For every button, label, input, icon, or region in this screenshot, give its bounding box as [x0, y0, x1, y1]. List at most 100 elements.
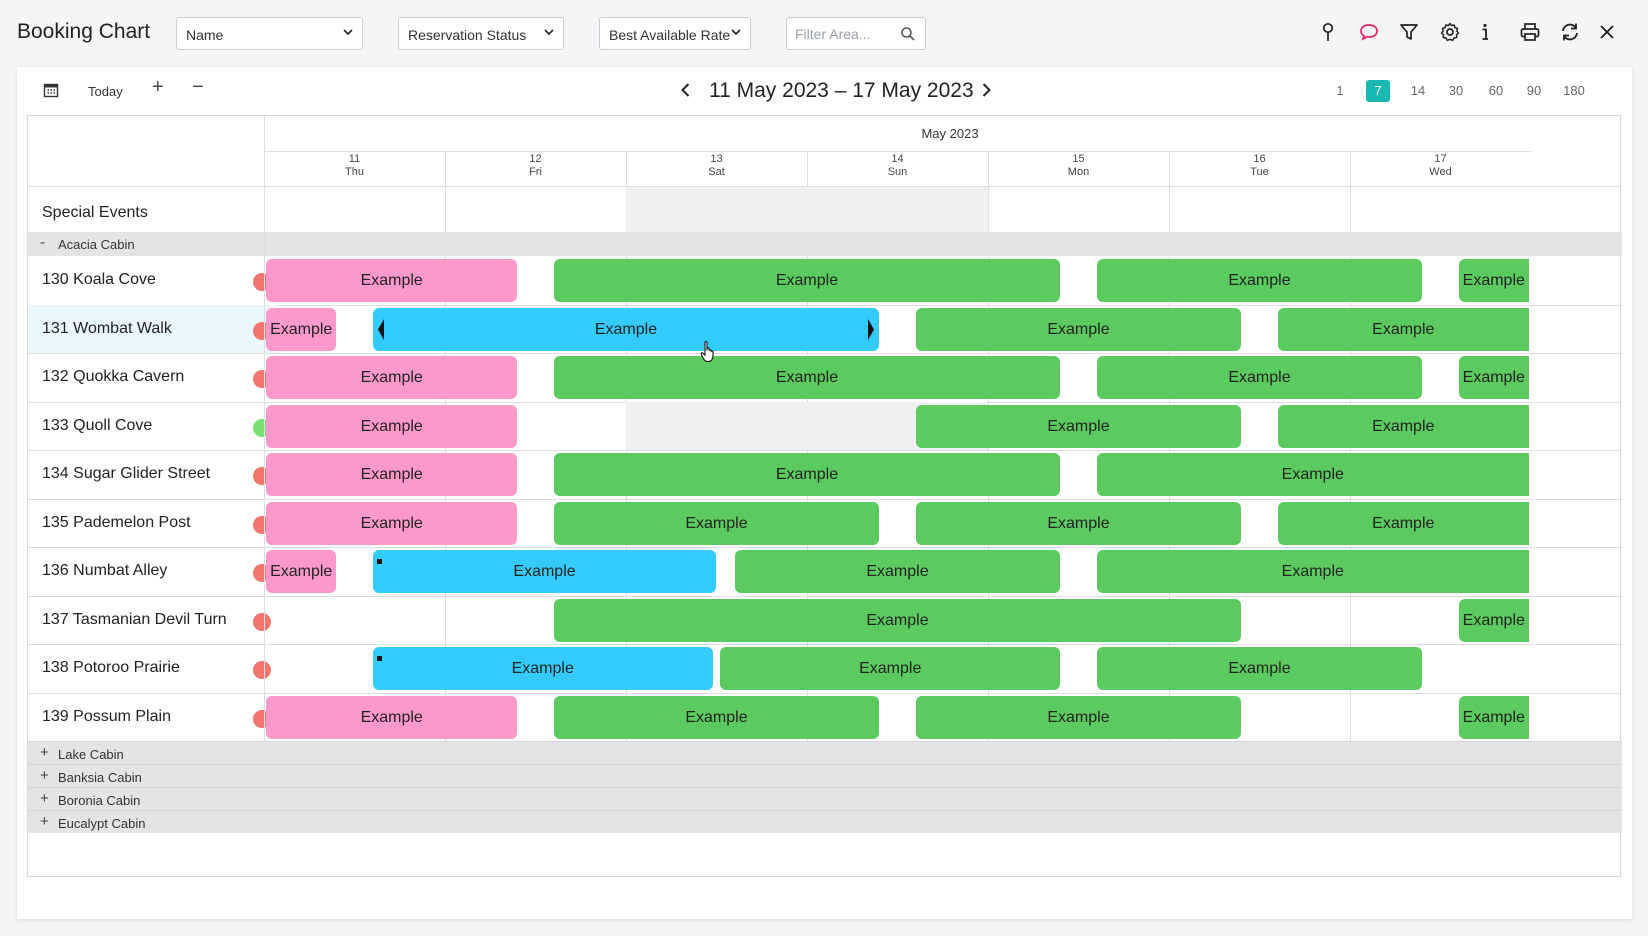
group-name: Banksia Cabin	[58, 770, 142, 785]
expand-toggle[interactable]: +	[40, 813, 49, 830]
gear-icon[interactable]	[1438, 20, 1462, 44]
expand-toggle[interactable]: +	[40, 744, 49, 761]
today-button[interactable]: Today	[88, 84, 123, 99]
booking-block[interactable]: Example	[915, 501, 1242, 545]
booking-block[interactable]: Example	[1458, 695, 1529, 739]
room-name: 138 Potoroo Prairie	[42, 659, 180, 676]
booking-block[interactable]: Example	[1277, 404, 1529, 448]
booking-block[interactable]: Example	[553, 598, 1242, 642]
day-option-1[interactable]: 1	[1336, 83, 1344, 98]
booking-label: Example	[1372, 320, 1435, 338]
booking-block[interactable]: Example	[720, 647, 1061, 690]
zoom-in-button[interactable]: +	[152, 76, 164, 98]
group-boronia-cabin[interactable]: + Boronia Cabin	[28, 787, 1622, 810]
room-name: 136 Numbat Alley	[42, 562, 168, 579]
booking-label: Example	[866, 611, 929, 629]
expand-toggle[interactable]: +	[40, 790, 49, 807]
chat-icon[interactable]	[1357, 20, 1381, 44]
booking-block[interactable]: Example	[1458, 356, 1529, 399]
name-select[interactable]: Name	[176, 17, 363, 50]
zoom-out-button[interactable]: −	[192, 76, 204, 98]
day-option-30[interactable]: 30	[1448, 83, 1464, 98]
filter-icon[interactable]	[1397, 20, 1421, 44]
booking-label: Example	[685, 708, 748, 726]
booking-block[interactable]: Example	[915, 404, 1242, 448]
booking-block[interactable]: Example	[1458, 259, 1529, 302]
room-label-cell[interactable]: 137 Tasmanian Devil Turn	[28, 596, 276, 645]
month-label: May 2023	[921, 126, 979, 141]
day-option-14[interactable]: 14	[1410, 83, 1426, 98]
booking-block[interactable]: Example	[553, 501, 880, 545]
booking-block[interactable]: Example	[553, 356, 1061, 399]
reservation-status-select[interactable]: Reservation Status	[398, 17, 564, 50]
booking-block[interactable]: Example	[1096, 453, 1529, 496]
room-label-cell[interactable]: 134 Sugar Glider Street	[28, 450, 276, 499]
booking-label: Example	[1281, 563, 1344, 580]
weekend-shade	[807, 186, 988, 232]
booking-block[interactable]: Example	[1458, 598, 1529, 642]
room-label-cell[interactable]: 136 Numbat Alley	[28, 547, 276, 596]
expand-toggle[interactable]: +	[40, 767, 49, 784]
day-option-180[interactable]: 180	[1563, 83, 1585, 98]
room-label-cell[interactable]: 133 Quoll Cove	[28, 402, 276, 451]
booking-block[interactable]: Example	[915, 307, 1242, 351]
booking-block[interactable]: Example	[1096, 550, 1529, 593]
day-option-90[interactable]: 90	[1526, 83, 1542, 98]
close-icon[interactable]	[1595, 20, 1619, 44]
room-label-cell[interactable]: 130 Koala Cove	[28, 256, 276, 305]
room-label-cell[interactable]: 131 Wombat Walk	[28, 304, 276, 353]
rate-select[interactable]: Best Available Rate	[599, 17, 751, 50]
booking-block[interactable]: Example	[266, 404, 518, 448]
booking-block[interactable]: Example	[372, 647, 713, 690]
booking-block[interactable]: Example	[266, 307, 337, 351]
print-icon[interactable]	[1518, 20, 1542, 44]
room-label-cell[interactable]: 132 Quokka Cavern	[28, 353, 276, 402]
pin-icon[interactable]	[1316, 20, 1340, 44]
refresh-icon[interactable]	[1558, 20, 1582, 44]
booking-block[interactable]: Example	[1277, 501, 1529, 545]
booking-block[interactable]: Example	[915, 695, 1242, 739]
booking-block[interactable]: Example	[553, 453, 1061, 496]
collapse-toggle[interactable]: -	[40, 234, 45, 251]
room-label-cell[interactable]: 135 Pademelon Post	[28, 499, 276, 548]
group-lake-cabin[interactable]: + Lake Cabin	[28, 741, 1622, 764]
booking-block[interactable]: Example	[266, 259, 518, 302]
group-eucalypt-cabin[interactable]: + Eucalypt Cabin	[28, 810, 1622, 833]
day-header: 13 Sat	[622, 153, 812, 179]
resize-left-handle-icon[interactable]	[377, 318, 385, 341]
chevron-right-icon[interactable]	[977, 81, 995, 99]
info-icon[interactable]	[1473, 20, 1497, 44]
booking-block[interactable]: Example	[372, 550, 717, 593]
room-label-cell[interactable]: 139 Possum Plain	[28, 693, 276, 742]
search-icon[interactable]	[900, 26, 916, 42]
booking-block[interactable]: Example	[266, 550, 337, 593]
booking-label: Example	[1462, 611, 1525, 629]
day-option-60[interactable]: 60	[1488, 83, 1504, 98]
row-divider	[28, 304, 1622, 306]
booking-block[interactable]: Example	[1096, 647, 1423, 690]
booking-block[interactable]: Example	[266, 453, 518, 496]
booking-block[interactable]: Example	[553, 695, 880, 739]
day-option-7[interactable]: 7	[1366, 80, 1390, 102]
chevron-down-icon	[544, 29, 554, 36]
booking-label: Example	[1372, 514, 1435, 532]
booking-label: Example	[360, 369, 423, 386]
group-acacia-cabin[interactable]: - Acacia Cabin	[28, 232, 1622, 256]
room-label-cell[interactable]: 138 Potoroo Prairie	[28, 644, 276, 693]
filter-area-input[interactable]	[793, 24, 893, 44]
booking-block[interactable]: Example	[266, 501, 518, 545]
group-banksia-cabin[interactable]: + Banksia Cabin	[28, 764, 1622, 787]
booking-block[interactable]: Example	[1096, 356, 1423, 399]
booking-block[interactable]: Example	[266, 356, 518, 399]
booking-block[interactable]: Example	[553, 259, 1061, 302]
calendar-icon[interactable]	[43, 82, 59, 98]
booking-block[interactable]: Example	[372, 307, 880, 351]
booking-label: Example	[775, 369, 839, 386]
chevron-left-icon[interactable]	[677, 81, 695, 99]
booking-block[interactable]: Example	[1277, 307, 1529, 351]
booking-block[interactable]: Example	[1096, 259, 1423, 302]
group-name: Lake Cabin	[58, 747, 124, 762]
booking-block[interactable]: Example	[734, 550, 1061, 593]
resize-right-handle-icon[interactable]	[867, 318, 875, 341]
booking-block[interactable]: Example	[266, 695, 518, 739]
